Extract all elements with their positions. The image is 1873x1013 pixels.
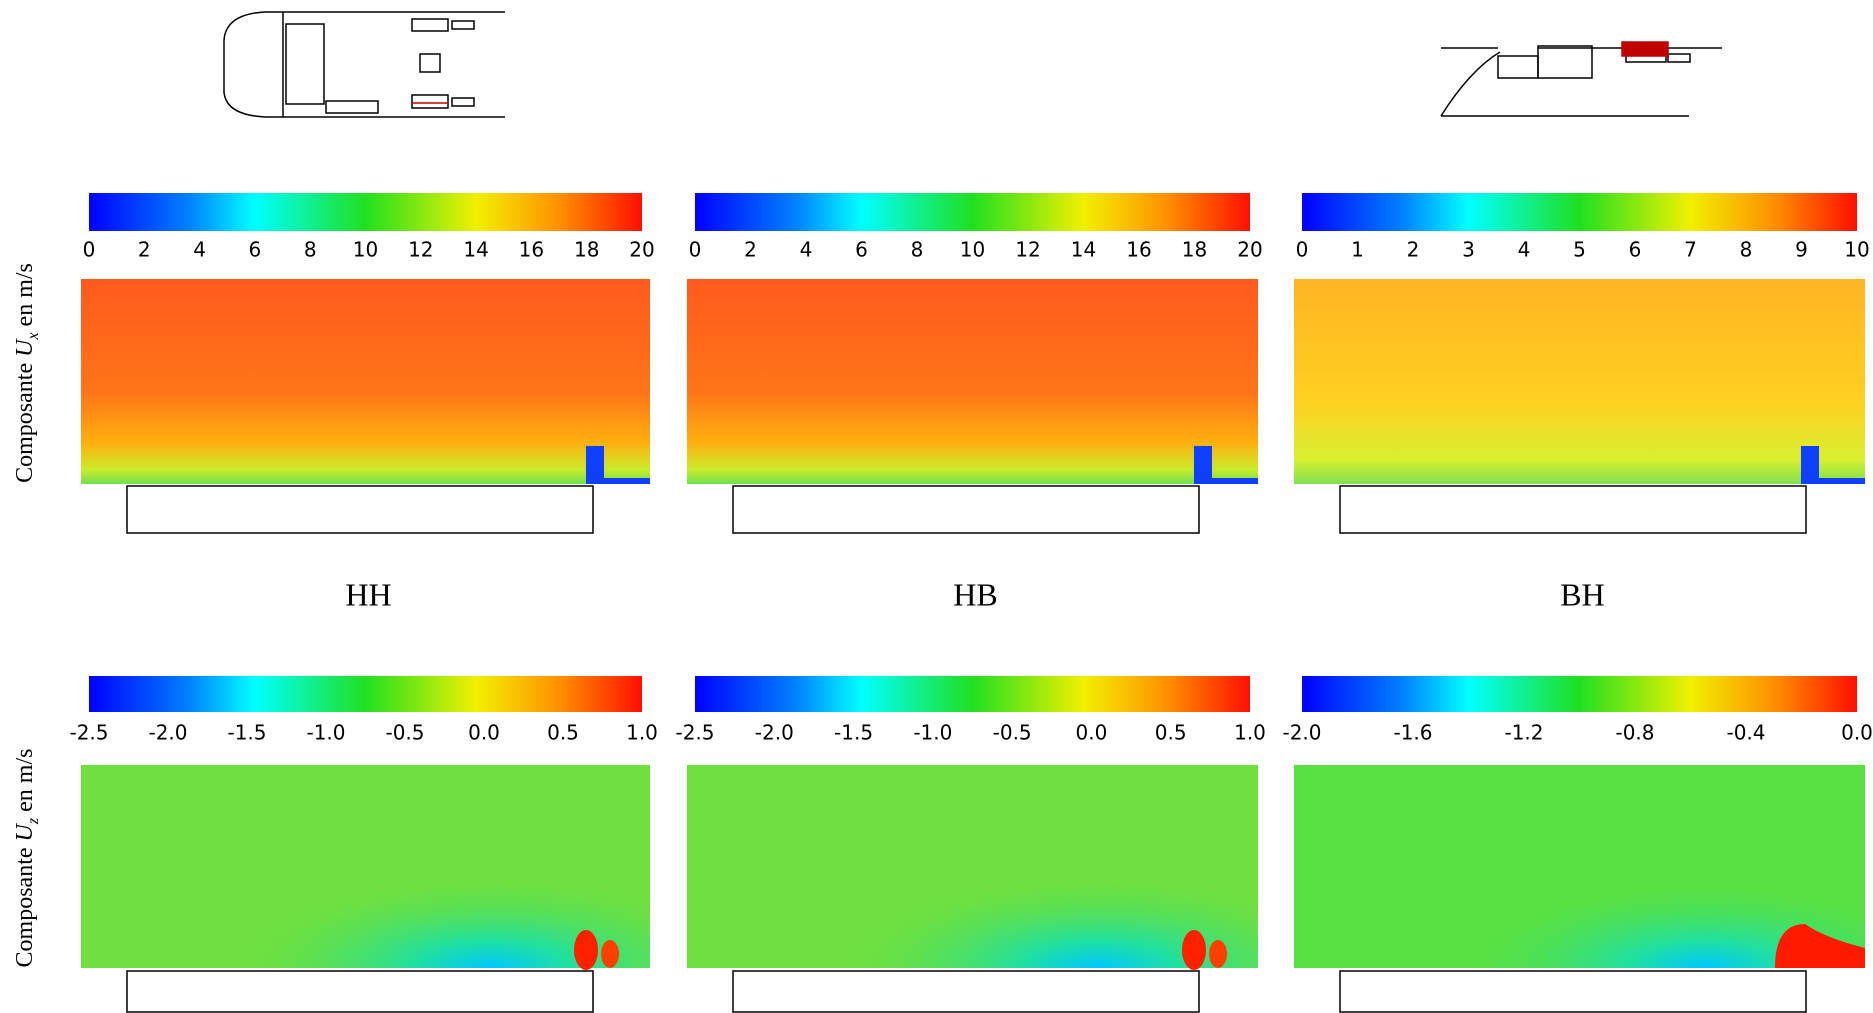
velocity-field-low: [81, 765, 650, 968]
colorbar-tick-label: -2.0: [755, 721, 794, 745]
obstacle-wake: [1801, 446, 1865, 484]
sketch-top-view: [223, 11, 505, 118]
velocity-field: [687, 279, 1258, 484]
colorbar-tick-label: -2.5: [69, 721, 108, 745]
column-label: HB: [953, 576, 997, 612]
colorbar-tick-label: 14: [463, 238, 488, 262]
colorbar: [1302, 193, 1857, 231]
colorbar-tick-label: -1.0: [913, 721, 952, 745]
colorbar-tick-label: 6: [1629, 238, 1642, 262]
obstacle-block: [732, 485, 1200, 534]
column-label: HH: [345, 576, 391, 612]
colorbar-tick-label: 0.5: [547, 721, 579, 745]
obstacle-block: [1339, 970, 1807, 1013]
colorbar-tick-label: 0.0: [1076, 721, 1108, 745]
row-label-symbol: U: [12, 822, 38, 841]
colorbar-tick-label: 0.0: [1841, 721, 1873, 745]
colorbar-tick-label: 18: [1182, 238, 1207, 262]
colorbar-tick-label: 4: [800, 238, 813, 262]
colorbar-tick-label: 10: [353, 238, 378, 262]
colorbar-tick-label: 8: [1740, 238, 1753, 262]
colorbar-tick-label: 7: [1684, 238, 1697, 262]
colorbar-tick-label: 14: [1071, 238, 1096, 262]
colorbar-tick-label: 0: [83, 238, 96, 262]
colorbar-tick-label: 4: [1518, 238, 1531, 262]
row-label: Composante Uz en m/s: [12, 749, 43, 968]
colorbar-tick-label: 1: [1351, 238, 1364, 262]
colorbar-tick-label: 9: [1795, 238, 1808, 262]
velocity-hotspot: [1182, 930, 1206, 970]
colorbar-tick-label: 2: [744, 238, 757, 262]
colorbar-tick-label: -2.5: [675, 721, 714, 745]
row-label-prefix: Composante: [12, 847, 38, 967]
colorbar-tick-label: -2.0: [1282, 721, 1321, 745]
colorbar-tick-label: 5: [1573, 238, 1586, 262]
colorbar-tick-label: 2: [138, 238, 151, 262]
colorbar-tick-label: 3: [1462, 238, 1475, 262]
row-label-subscript: z: [25, 817, 42, 825]
row-label-subscript: x: [25, 332, 42, 340]
colorbar-tick-label: 8: [911, 238, 924, 262]
colorbar-tick-label: 20: [1237, 238, 1262, 262]
colorbar-tick-label: 0.5: [1155, 721, 1187, 745]
colorbar-tick-label: 10: [960, 238, 985, 262]
colorbar-tick-label: 6: [855, 238, 868, 262]
colorbar-tick-label: 0.0: [468, 721, 500, 745]
colorbar-tick-label: 12: [408, 238, 433, 262]
velocity-hotspot: [1775, 924, 1865, 968]
colorbar-tick-label: 1.0: [1234, 721, 1266, 745]
row-label-suffix: en m/s: [12, 749, 38, 812]
colorbar-tick-label: 16: [519, 238, 544, 262]
sketch-side-view: [1440, 41, 1722, 117]
colorbar-tick-label: 12: [1015, 238, 1040, 262]
colorbar: [89, 676, 642, 712]
colorbar-tick-label: 20: [629, 238, 654, 262]
colorbar-tick-label: -1.5: [227, 721, 266, 745]
obstacle-block: [1339, 485, 1807, 534]
obstacle-wake: [586, 446, 650, 484]
row-label: Composante Ux en m/s: [12, 263, 43, 483]
row-label-suffix: en m/s: [12, 263, 38, 326]
colorbar-tick-label: -0.5: [385, 721, 424, 745]
obstacle-block: [126, 970, 594, 1013]
velocity-field-low: [1294, 765, 1865, 968]
obstacle-wake: [1194, 446, 1258, 484]
row-label-prefix: Composante: [12, 363, 38, 483]
colorbar-tick-label: -1.5: [834, 721, 873, 745]
colorbar-tick-label: -0.4: [1726, 721, 1765, 745]
velocity-hotspot: [1209, 940, 1227, 968]
obstacle-block: [732, 970, 1200, 1013]
obstacle-block: [126, 485, 594, 534]
velocity-hotspot: [601, 940, 619, 968]
colorbar-tick-label: -0.5: [993, 721, 1032, 745]
colorbar-tick-label: 10: [1844, 238, 1869, 262]
colorbar-tick-label: -1.6: [1393, 721, 1432, 745]
colorbar-tick-label: -0.8: [1615, 721, 1654, 745]
colorbar-tick-label: -1.0: [306, 721, 345, 745]
colorbar-tick-label: -1.2: [1504, 721, 1543, 745]
colorbar-tick-label: 2: [1407, 238, 1420, 262]
velocity-field: [1294, 279, 1865, 484]
colorbar-tick-label: 1.0: [626, 721, 658, 745]
colorbar-tick-label: 4: [193, 238, 206, 262]
velocity-hotspot: [574, 930, 598, 970]
colorbar-tick-label: 18: [574, 238, 599, 262]
velocity-field: [81, 279, 650, 484]
colorbar-tick-label: 8: [304, 238, 317, 262]
colorbar-tick-label: -2.0: [148, 721, 187, 745]
colorbar-tick-label: 16: [1126, 238, 1151, 262]
colorbar-tick-label: 0: [689, 238, 702, 262]
colorbar-tick-label: 0: [1296, 238, 1309, 262]
row-label-symbol: U: [12, 338, 38, 357]
colorbar-tick-label: 6: [249, 238, 262, 262]
colorbar: [695, 676, 1250, 712]
column-label: BH: [1560, 576, 1604, 612]
colorbar: [695, 193, 1250, 231]
velocity-field-low: [687, 765, 1258, 968]
colorbar: [1302, 676, 1857, 712]
colorbar: [89, 193, 642, 231]
